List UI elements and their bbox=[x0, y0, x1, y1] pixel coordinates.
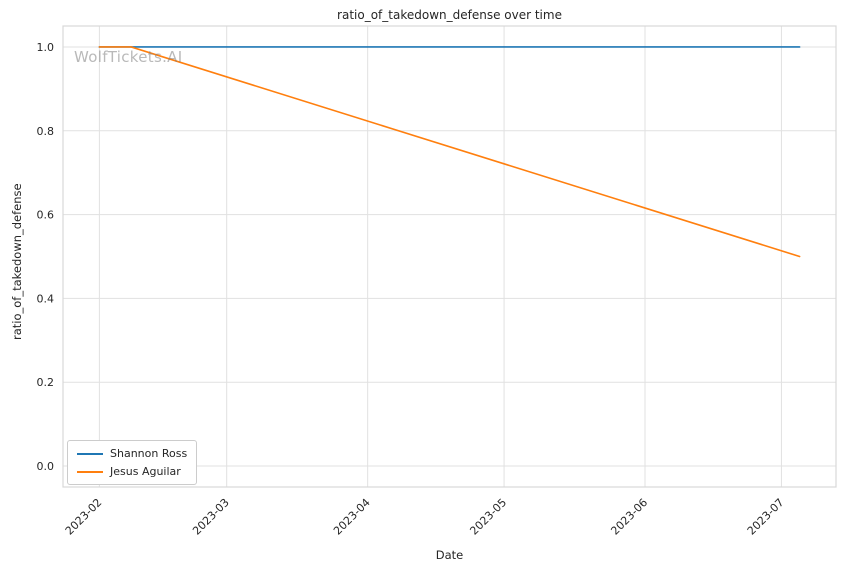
y-axis-label: ratio_of_takedown_defense bbox=[10, 183, 24, 340]
y-tick-label: 0.4 bbox=[37, 292, 55, 305]
y-tick-label: 0.0 bbox=[37, 460, 55, 473]
plot-border bbox=[62, 25, 837, 488]
legend-item: Shannon Ross bbox=[77, 447, 187, 460]
y-tick-label: 1.0 bbox=[37, 41, 55, 54]
chart-title: ratio_of_takedown_defense over time bbox=[337, 8, 562, 22]
x-tick-label: 2023-05 bbox=[467, 496, 509, 538]
legend-label: Jesus Aguilar bbox=[110, 465, 181, 478]
series-line-jesus-aguilar bbox=[98, 46, 801, 258]
y-tick-label: 0.2 bbox=[37, 376, 55, 389]
legend: Shannon Ross Jesus Aguilar bbox=[67, 440, 198, 485]
legend-item: Jesus Aguilar bbox=[77, 465, 187, 478]
legend-line-swatch bbox=[77, 470, 103, 473]
y-tick-label: 0.6 bbox=[37, 209, 55, 222]
x-tick-label: 2023-07 bbox=[745, 496, 787, 538]
x-tick-label: 2023-06 bbox=[608, 496, 650, 538]
x-tick-label: 2023-04 bbox=[331, 496, 373, 538]
x-tick-label: 2023-03 bbox=[190, 496, 232, 538]
y-tick-label: 0.8 bbox=[37, 125, 55, 138]
watermark: WolfTickets.AI bbox=[74, 48, 183, 66]
x-axis-label: Date bbox=[435, 548, 464, 562]
legend-label: Shannon Ross bbox=[110, 447, 188, 460]
legend-line-swatch bbox=[77, 452, 103, 455]
x-tick-label: 2023-02 bbox=[63, 496, 105, 538]
